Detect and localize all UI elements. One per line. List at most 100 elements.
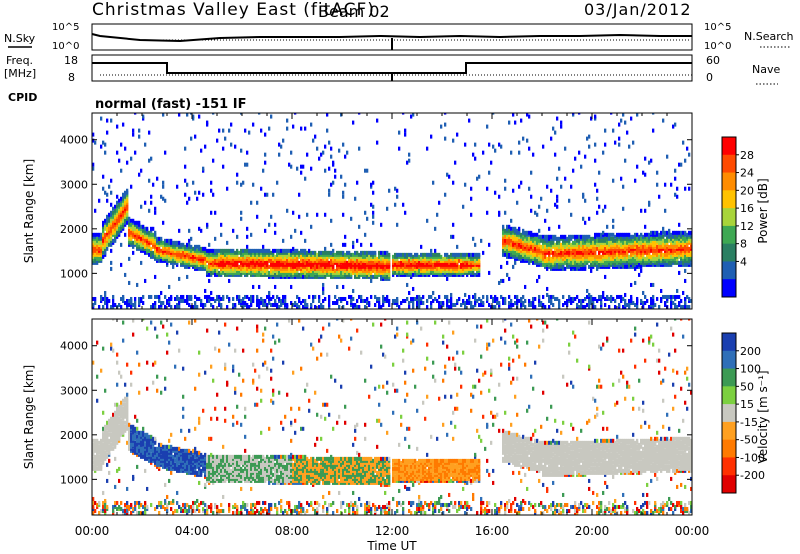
heatmap-cell <box>574 262 577 267</box>
heatmap-cell <box>662 254 665 259</box>
heatmap-cell <box>124 272 127 277</box>
heatmap-cell <box>448 270 451 275</box>
heatmap-cell <box>348 260 351 265</box>
heatmap-cell <box>386 274 389 279</box>
heatmap-cell <box>190 294 193 299</box>
heatmap-cell <box>530 302 533 307</box>
heatmap-cell <box>96 260 99 265</box>
heatmap-cell <box>348 270 351 275</box>
heatmap-cell <box>652 234 655 239</box>
heatmap-cell <box>670 248 673 253</box>
heatmap-cell <box>260 266 263 271</box>
heatmap-cell <box>308 262 311 267</box>
heatmap-cell <box>200 256 203 261</box>
heatmap-cell <box>572 248 575 253</box>
heatmap-cell <box>654 252 657 257</box>
heatmap-cell <box>526 242 529 247</box>
heatmap-cell <box>246 268 249 273</box>
heatmap-cell <box>512 230 515 235</box>
heatmap-cell <box>106 224 109 229</box>
heatmap-cell <box>278 272 281 277</box>
heatmap-cell <box>640 248 643 253</box>
heatmap-cell <box>578 150 581 155</box>
nsearch-tick-top: 10^5 <box>704 22 731 33</box>
heatmap-cell <box>308 258 311 263</box>
heatmap-cell <box>146 248 149 253</box>
heatmap-cell <box>680 248 683 253</box>
heatmap-cell <box>166 238 169 243</box>
heatmap-cell <box>372 210 375 215</box>
heatmap-cell <box>230 268 233 273</box>
heatmap-cell <box>362 268 365 273</box>
heatmap-cell <box>252 270 255 275</box>
heatmap-cell <box>670 238 673 243</box>
heatmap-cell <box>204 248 207 253</box>
heatmap-cell <box>244 256 247 261</box>
heatmap-cell <box>584 264 587 269</box>
heatmap-cell <box>234 270 237 275</box>
heatmap-cell <box>582 194 585 199</box>
heatmap-cell <box>684 238 687 243</box>
heatmap-cell <box>644 294 647 299</box>
heatmap-cell <box>142 234 145 239</box>
heatmap-cell <box>274 256 277 261</box>
heatmap-cell <box>160 254 163 259</box>
heatmap-cell <box>672 232 675 237</box>
heatmap-cell <box>108 424 111 429</box>
heatmap-cell <box>290 264 293 269</box>
heatmap-cell <box>318 294 321 299</box>
heatmap-cell <box>206 268 209 273</box>
heatmap-cell <box>594 182 597 187</box>
heatmap-cell <box>322 274 325 279</box>
heatmap-cell <box>100 444 103 449</box>
heatmap-cell <box>562 266 565 271</box>
heatmap-cell <box>428 264 431 269</box>
heatmap-cell <box>122 122 125 127</box>
heatmap-cell <box>688 230 691 235</box>
heatmap-cell <box>358 270 361 275</box>
heatmap-cell <box>552 264 555 269</box>
heatmap-cell <box>154 274 157 279</box>
heatmap-cell <box>96 238 99 243</box>
heatmap-cell <box>462 264 465 269</box>
heatmap-cell <box>224 254 227 259</box>
heatmap-cell <box>420 266 423 271</box>
heatmap-cell <box>118 204 121 209</box>
heatmap-cell <box>124 220 127 225</box>
heatmap-cell <box>688 236 691 241</box>
heatmap-cell <box>120 216 123 221</box>
heatmap-cell <box>374 250 377 255</box>
heatmap-cell <box>570 236 573 241</box>
heatmap-cell <box>364 274 367 279</box>
heatmap-cell <box>656 262 659 267</box>
heatmap-cell <box>476 266 479 271</box>
heatmap-cell <box>370 202 373 207</box>
heatmap-cell <box>612 250 615 255</box>
heatmap-cell <box>586 288 589 293</box>
heatmap-cell <box>316 252 319 257</box>
heatmap-cell <box>630 256 633 261</box>
heatmap-cell <box>322 260 325 265</box>
heatmap-cell <box>418 294 421 299</box>
heatmap-cell <box>474 260 477 265</box>
heatmap-cell <box>556 116 559 121</box>
heatmap-cell <box>236 172 239 177</box>
heatmap-cell <box>394 270 397 275</box>
heatmap-cell <box>522 254 525 259</box>
heatmap-cell <box>202 256 205 261</box>
heatmap-cell <box>140 244 143 249</box>
heatmap-cell <box>630 252 633 257</box>
heatmap-cell <box>316 254 319 259</box>
heatmap-cell <box>646 260 649 265</box>
heatmap-cell <box>674 230 677 235</box>
heatmap-cell <box>98 500 101 505</box>
heatmap-cell <box>192 264 195 269</box>
heatmap-cell <box>616 258 619 263</box>
heatmap-cell <box>118 212 121 217</box>
heatmap-cell <box>164 238 167 243</box>
heatmap-cell <box>452 138 455 143</box>
heatmap-cell <box>574 244 577 249</box>
heatmap-cell <box>504 238 507 243</box>
heatmap-cell <box>460 302 463 307</box>
heatmap-cell <box>160 302 163 307</box>
